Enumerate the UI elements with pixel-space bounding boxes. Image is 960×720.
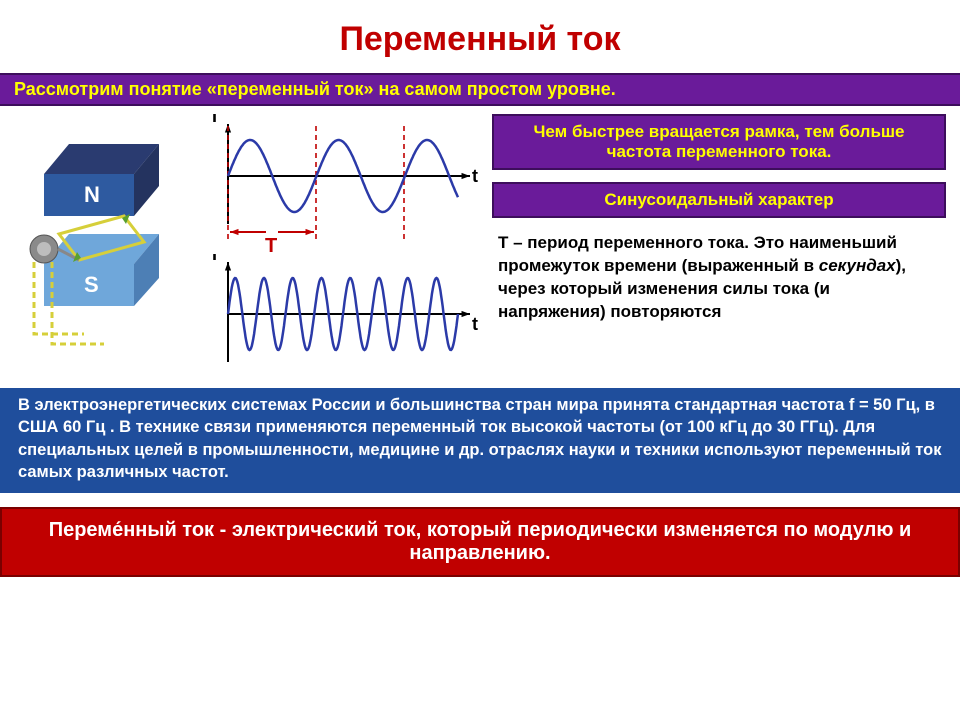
magnet-n-label: N bbox=[84, 182, 100, 207]
page-title: Переменный ток bbox=[0, 0, 960, 73]
magnet-s-label: S bbox=[84, 272, 99, 297]
sine-plot-low-freq: It T bbox=[198, 114, 478, 254]
definition-banner: Переме́нный ток - электрический ток, кот… bbox=[0, 507, 960, 577]
box-frequency: Чем быстрее вращается рамка, тем больше … bbox=[492, 114, 946, 170]
svg-text:T: T bbox=[265, 235, 277, 254]
svg-text:I: I bbox=[212, 254, 217, 264]
box-sinusoidal: Синусоидальный характер bbox=[492, 182, 946, 218]
svg-text:t: t bbox=[472, 166, 478, 186]
standards-paragraph: В электроэнергетических системах России … bbox=[0, 388, 960, 493]
generator-svg: N S bbox=[14, 134, 184, 364]
svg-text:I: I bbox=[212, 114, 217, 126]
sine-plot-high-freq: It bbox=[198, 254, 478, 384]
period-italic: секундах bbox=[819, 256, 896, 275]
sine-plots: It T It bbox=[198, 114, 478, 384]
right-column: Чем быстрее вращается рамка, тем больше … bbox=[492, 114, 946, 384]
svg-text:t: t bbox=[472, 314, 478, 334]
generator-illustration: N S bbox=[14, 114, 184, 384]
period-description: T – период переменного тока. Это наимень… bbox=[492, 230, 946, 326]
intro-banner: Рассмотрим понятие «переменный ток» на с… bbox=[0, 73, 960, 106]
main-row: N S bbox=[0, 106, 960, 388]
